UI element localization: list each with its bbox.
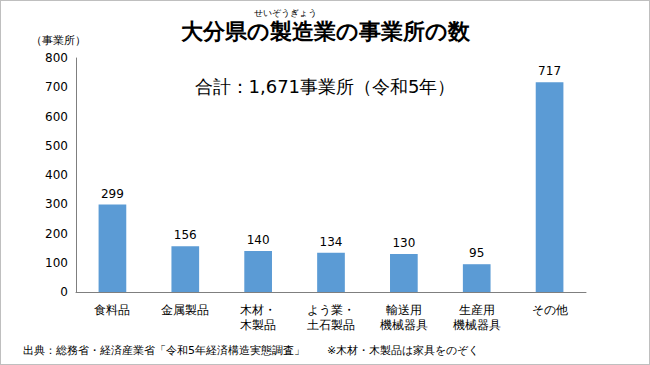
svg-text:156: 156	[174, 228, 197, 242]
svg-text:木製品: 木製品	[240, 318, 276, 332]
svg-text:140: 140	[247, 233, 270, 247]
svg-text:700: 700	[45, 80, 68, 94]
svg-text:0: 0	[60, 285, 68, 299]
svg-text:130: 130	[392, 236, 415, 250]
svg-text:食料品: 食料品	[94, 303, 130, 317]
svg-text:輸送用: 輸送用	[386, 303, 422, 317]
svg-text:機械器具: 機械器具	[380, 318, 428, 332]
svg-text:717: 717	[538, 64, 561, 78]
svg-text:金属製品: 金属製品	[161, 303, 209, 317]
svg-text:せいぞうぎょう: せいぞうぎょう	[254, 8, 317, 18]
svg-text:その他: その他	[532, 303, 568, 317]
svg-text:よう業・: よう業・	[307, 303, 355, 317]
svg-text:木材・: 木材・	[240, 303, 276, 317]
svg-text:生産用: 生産用	[459, 303, 495, 317]
svg-text:500: 500	[45, 139, 68, 153]
svg-text:134: 134	[320, 235, 343, 249]
svg-text:600: 600	[45, 110, 68, 124]
svg-text:大分県の製造業の事業所の数: 大分県の製造業の事業所の数	[181, 19, 471, 44]
svg-text:出典：総務省・経済産業省「令和5年経済構造実態調査」 ※木: 出典：総務省・経済産業省「令和5年経済構造実態調査」 ※木材・木製品は家具をのぞ…	[23, 344, 479, 357]
svg-text:400: 400	[45, 168, 68, 182]
svg-text:299: 299	[101, 187, 124, 201]
svg-text:95: 95	[469, 246, 484, 260]
svg-text:200: 200	[45, 227, 68, 241]
svg-text:300: 300	[45, 197, 68, 211]
svg-text:合計：1,671事業所（令和5年）: 合計：1,671事業所（令和5年）	[195, 76, 456, 97]
svg-text:800: 800	[45, 51, 68, 65]
svg-text:機械器具: 機械器具	[453, 318, 501, 332]
svg-text:（事業所）: （事業所）	[31, 34, 86, 47]
svg-text:100: 100	[45, 256, 68, 270]
svg-text:土石製品: 土石製品	[307, 318, 355, 332]
